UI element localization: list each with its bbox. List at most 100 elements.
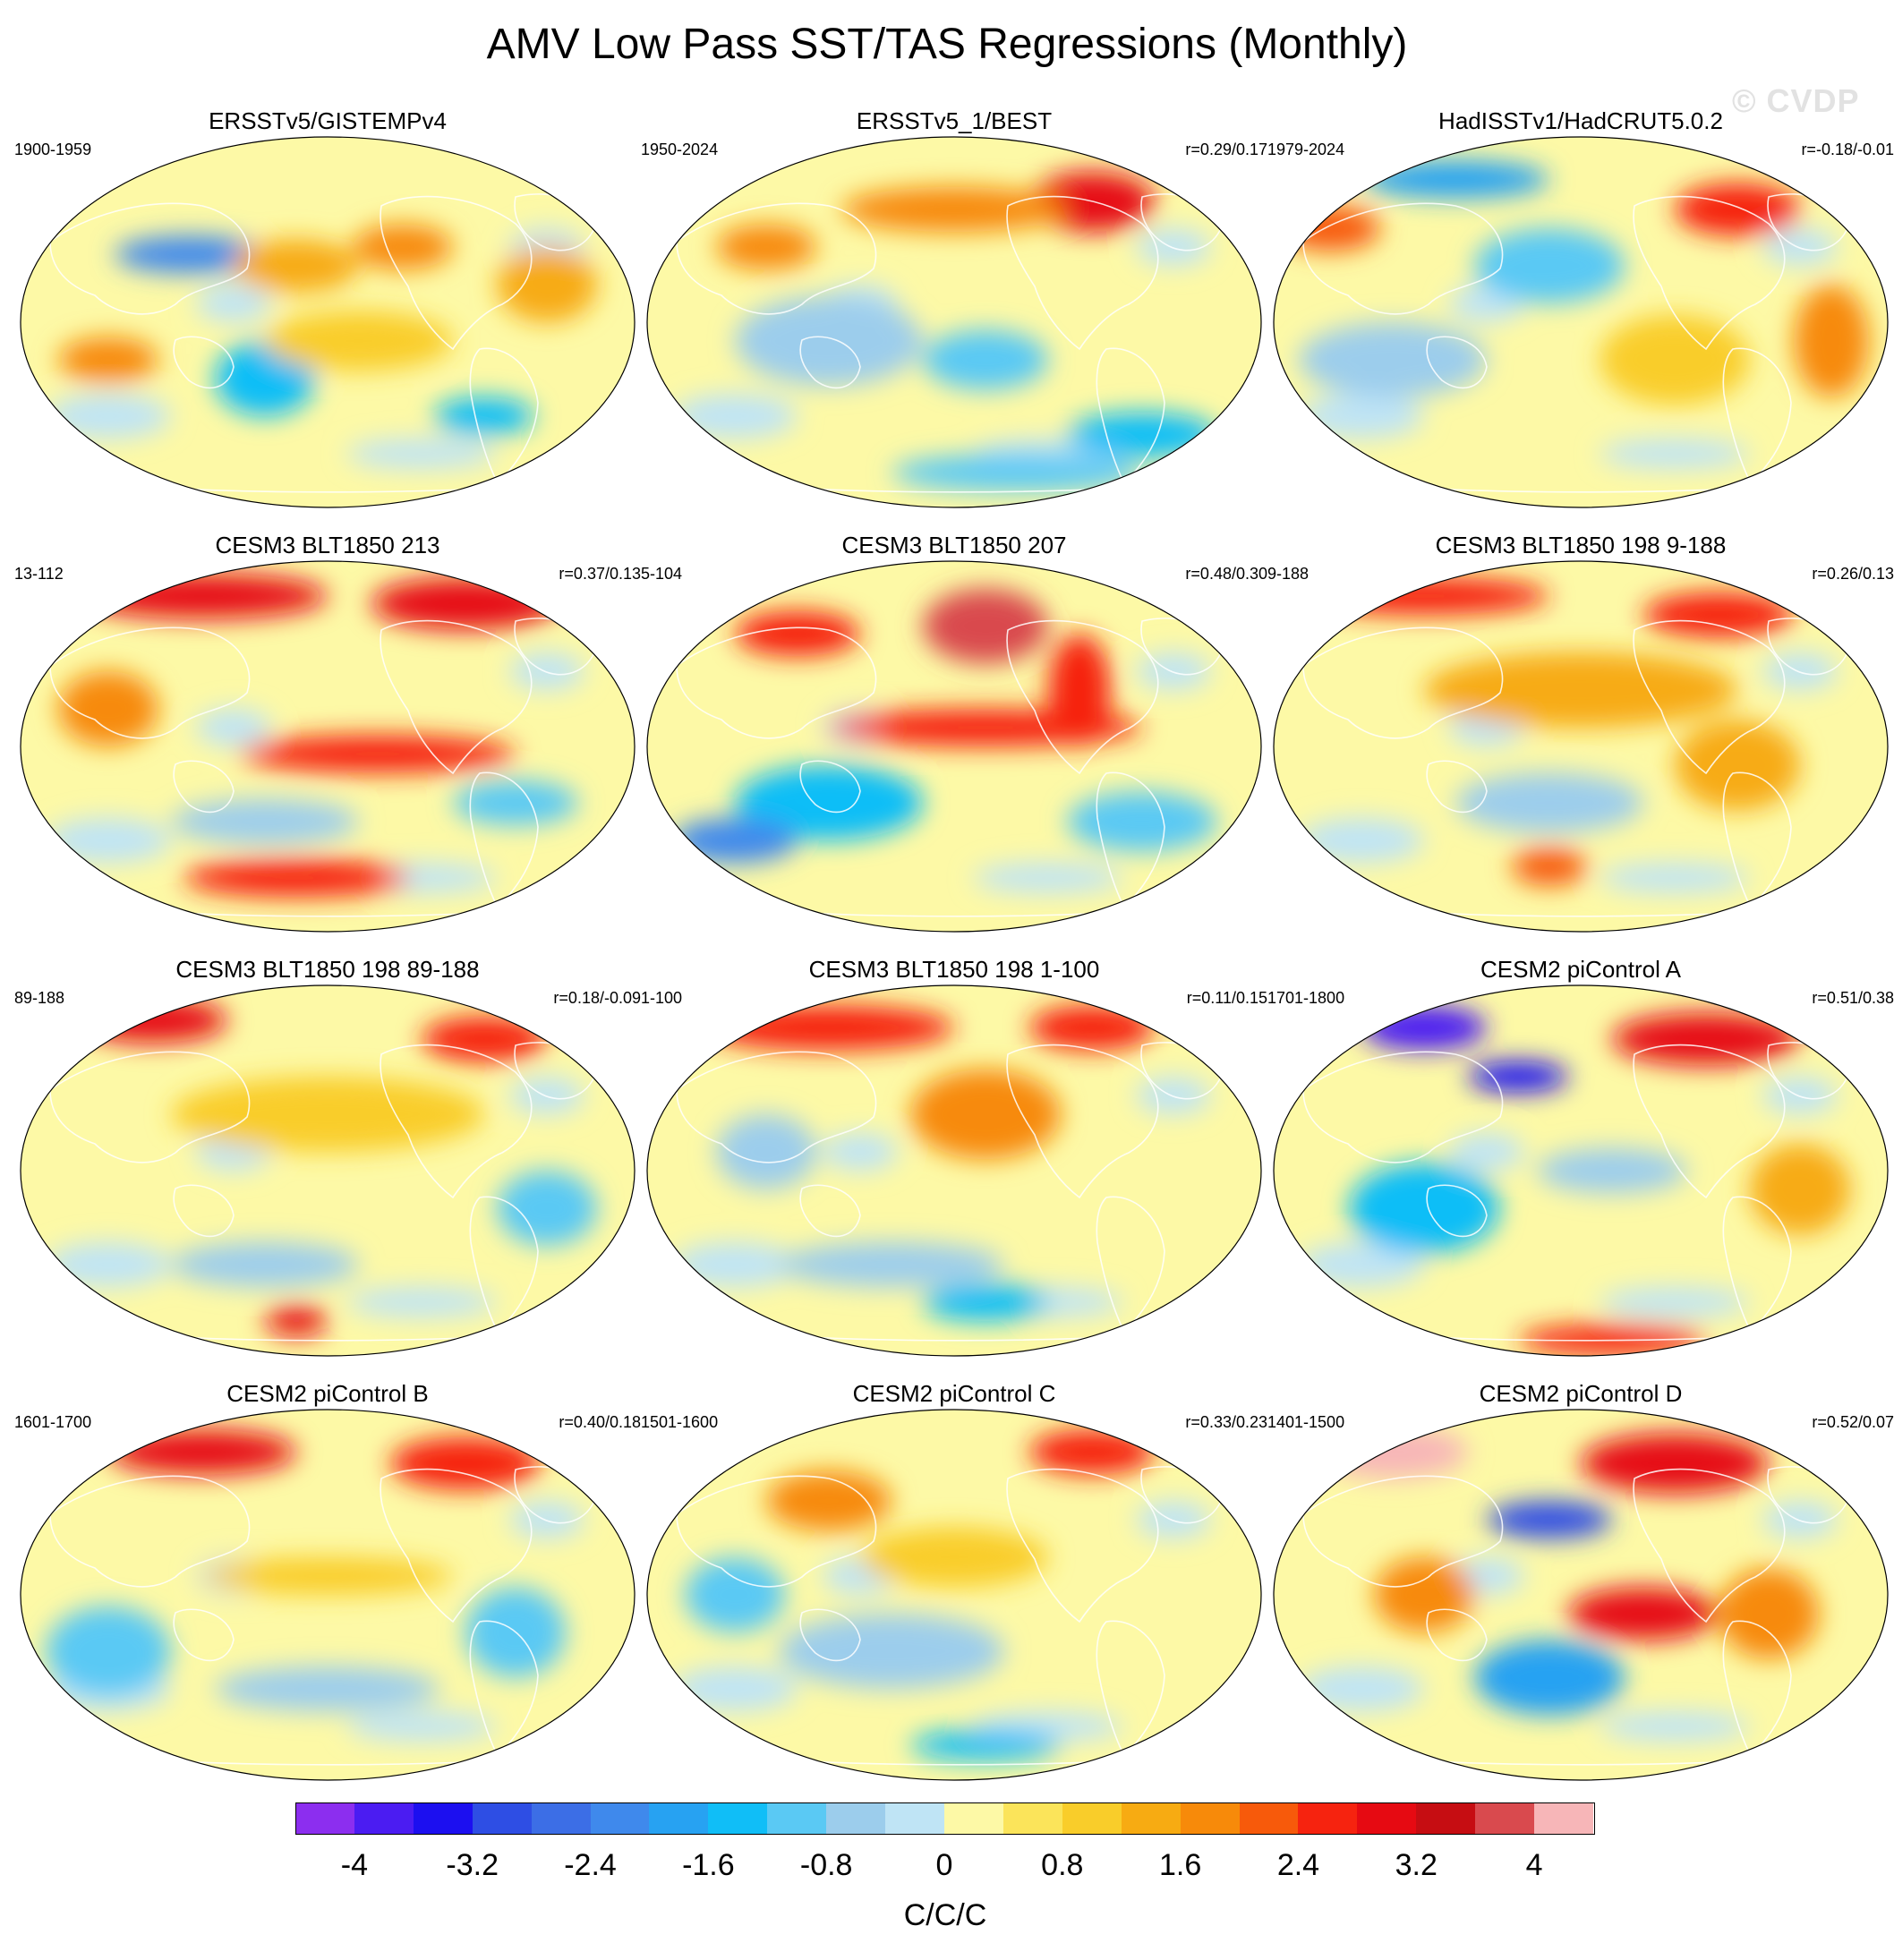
map-panel: CESM3 BLT1850 213 13-112 r=0.37/0.13 [14, 532, 641, 952]
map-outline [1273, 984, 1889, 1357]
colorbar-swatch [531, 1802, 592, 1835]
map-panel: CESM3 BLT1850 207 5-104 r=0.48/0.30 [641, 532, 1267, 952]
anomaly-region [672, 817, 798, 864]
world-map [1273, 984, 1889, 1357]
anomaly-region [766, 1470, 892, 1531]
colorbar-tick-label: 4 [1525, 1848, 1543, 1882]
colorbar-swatch [1180, 1802, 1241, 1835]
coastline [49, 202, 251, 315]
anomaly-region [234, 239, 359, 293]
anomaly-region [58, 337, 158, 383]
colorbar-swatch [413, 1802, 474, 1835]
colorbar-swatch [826, 1802, 886, 1835]
panel-correlation: r=0.51/0.38 [1812, 989, 1894, 1007]
panel-period: 1-100 [641, 989, 683, 1007]
map-outline [20, 984, 636, 1357]
anomaly-region [1468, 1061, 1568, 1092]
colorbar-swatch [1002, 1802, 1063, 1835]
coastline [1633, 619, 1786, 775]
anomaly-region [1643, 592, 1794, 638]
anomaly-region [497, 1171, 597, 1246]
coastline [173, 1184, 235, 1238]
colorbar-swatch [1298, 1802, 1358, 1835]
anomaly-field [1274, 1410, 1888, 1780]
anomaly-region [1361, 160, 1549, 199]
anomaly-region [1424, 652, 1737, 728]
coastline [173, 760, 235, 814]
coastline [799, 1184, 861, 1238]
anomaly-field [1274, 137, 1888, 507]
colorbar-swatch [1357, 1802, 1417, 1835]
anomaly-region [115, 235, 265, 274]
coastline [1006, 1468, 1159, 1623]
anomaly-region [1474, 228, 1625, 303]
map-outline [1273, 1409, 1889, 1781]
map-outline [646, 560, 1262, 933]
coastline [1302, 202, 1504, 315]
map-panel: ERSSTv5/GISTEMPv4 1900-1959 [14, 107, 641, 528]
anomaly-region [735, 765, 923, 840]
colorbar-tick-label: -4 [340, 1848, 369, 1882]
panel-period: 1401-1500 [1267, 1413, 1345, 1431]
panel-correlation: r=0.37/0.13 [559, 565, 641, 583]
map-background [1274, 561, 1888, 932]
anomaly-region [265, 311, 453, 371]
anomaly-region [779, 1614, 1004, 1689]
colorbar: -4 -3.2 -2.4 -1.6 -0.8 0 0.8 1.6 2.4 3.2 4 C/C/C [295, 1802, 1595, 1946]
panel-correlation: r=-0.18/-0.01 [1801, 141, 1894, 158]
colorbar-tick-label: -3.2 [446, 1848, 499, 1882]
anomaly-region [1374, 1557, 1474, 1632]
anomaly-field [21, 985, 635, 1356]
cvdp-watermark: © CVDP [1732, 82, 1860, 119]
anomaly-region [497, 247, 597, 322]
world-map [20, 136, 636, 508]
world-map [1273, 1409, 1889, 1781]
panel-period: 5-104 [641, 565, 683, 583]
coastline [173, 336, 235, 389]
anomaly-region [1455, 772, 1643, 833]
world-map [646, 136, 1262, 508]
anomaly-region [1474, 1640, 1625, 1716]
anomaly-region [1029, 1005, 1155, 1051]
anomaly-region [77, 573, 328, 619]
map-panel: CESM2 piControl A 1701-1800 r=0.51/0.38 [1267, 956, 1894, 1376]
map-panel: HadISSTv1/HadCRUT5.0.2 1979-2024 r=-0.18/-… [1267, 107, 1894, 528]
coastline [380, 619, 533, 775]
anomaly-region [215, 1666, 440, 1712]
anomaly-region [422, 1016, 547, 1062]
panel-period: 1501-1600 [641, 1413, 719, 1431]
anomaly-region [1361, 1005, 1487, 1051]
coastline [1633, 1468, 1786, 1623]
panel-correlation: r=0.48/0.30 [1185, 565, 1267, 583]
coastline [676, 202, 877, 315]
coastline [1633, 1044, 1786, 1199]
coastline [49, 1051, 251, 1163]
world-map [646, 984, 1262, 1357]
anomaly-region [202, 1557, 453, 1595]
anomaly-region [716, 1114, 816, 1189]
panel-title: CESM3 BLT1850 213 [215, 532, 440, 558]
panel-correlation: r=0.33/0.23 [1185, 1413, 1267, 1431]
colorbar-swatch [590, 1802, 650, 1835]
anomaly-region [1318, 1426, 1468, 1479]
anomaly-region [453, 780, 578, 826]
anomaly-region [1612, 1012, 1800, 1066]
coastline [1426, 1608, 1488, 1662]
panel-period: 1979-2024 [1267, 141, 1345, 158]
anomaly-region [1029, 172, 1155, 233]
map-outline [1273, 136, 1889, 508]
anomaly-region [1349, 1163, 1499, 1254]
anomaly-region [171, 1077, 484, 1152]
panel-title: CESM3 BLT1850 198 89-188 [175, 956, 480, 983]
anomaly-field [1274, 561, 1888, 932]
colorbar-swatch [1239, 1802, 1299, 1835]
world-map [646, 560, 1262, 933]
panel-title: CESM2 piControl B [226, 1380, 429, 1407]
anomaly-field [647, 561, 1261, 932]
anomaly-region [1299, 322, 1487, 397]
anomaly-region [923, 1283, 1048, 1321]
map-outline [20, 136, 636, 508]
panel-title: CESM2 piControl A [1480, 956, 1681, 983]
anomaly-field [21, 1410, 635, 1780]
colorbar-tick-label: -1.6 [682, 1848, 735, 1882]
